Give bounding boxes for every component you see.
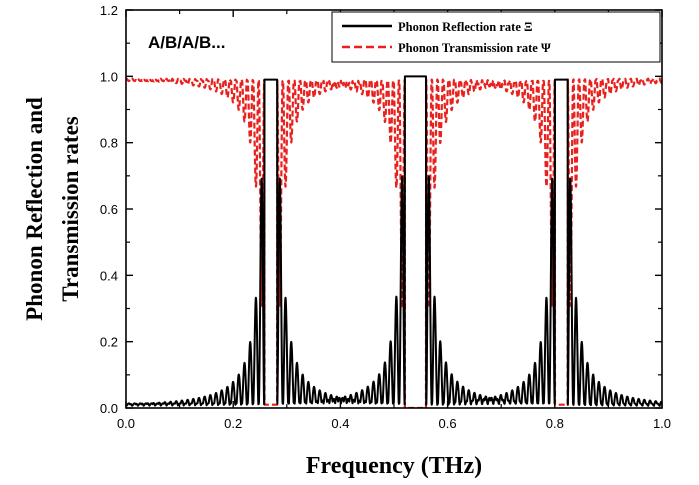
- series-layer: [126, 75, 662, 408]
- legend-label-transmission: Phonon Transmission rate Ψ: [398, 41, 551, 55]
- structure-annotation: A/B/A/B...: [148, 33, 225, 52]
- y-tick-label: 0.6: [100, 202, 118, 217]
- y-tick-label: 1.2: [100, 3, 118, 18]
- x-axis-title: Frequency (THz): [306, 453, 482, 479]
- legend: Phonon Reflection rate Ξ Phonon Transmis…: [331, 11, 661, 63]
- legend-label-reflection: Phonon Reflection rate Ξ: [398, 20, 533, 34]
- y-tick-label: 0.2: [100, 335, 118, 350]
- legend-box: [331, 11, 661, 63]
- x-tick-label: 0.4: [331, 416, 349, 431]
- series-line-transmission: [126, 77, 662, 408]
- y-tick-label: 0.8: [100, 136, 118, 151]
- y-tick-label: 0.0: [100, 401, 118, 416]
- x-tick-label: 0.2: [224, 416, 242, 431]
- x-tick-label: 0.8: [546, 416, 564, 431]
- y-tick-label: 0.4: [100, 268, 118, 283]
- x-tick-label: 0.0: [117, 416, 135, 431]
- y-axis-title-line-1: Phonon Reflection and: [22, 97, 47, 321]
- x-tick-label: 0.6: [439, 416, 457, 431]
- ticks-layer: 0.0 0.2 0.4 0.6 0.8 1.0 0.0 0.2 0.4 0.6 0.8 1.0 1.2: [100, 3, 671, 431]
- y-axis-title-line-2: Transmission rates: [58, 116, 83, 302]
- x-tick-label: 1.0: [653, 416, 671, 431]
- series-line-reflection: [126, 75, 662, 407]
- y-tick-label: 1.0: [100, 69, 118, 84]
